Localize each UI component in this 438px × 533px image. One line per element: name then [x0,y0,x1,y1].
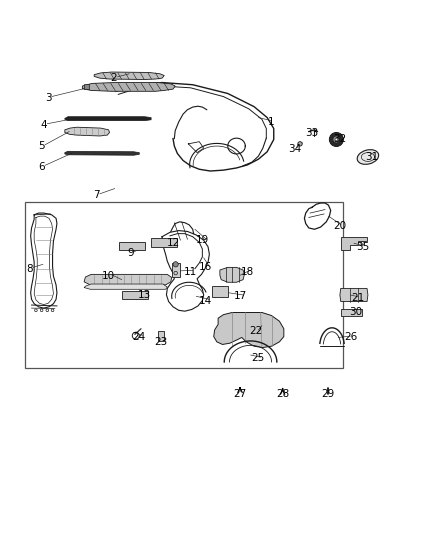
Text: 34: 34 [288,144,301,154]
Text: 12: 12 [166,238,180,248]
Text: 18: 18 [241,266,254,277]
Text: 27: 27 [233,390,247,399]
Text: 25: 25 [251,353,264,364]
Text: 14: 14 [199,296,212,305]
Text: 23: 23 [155,337,168,347]
Text: 16: 16 [199,262,212,272]
Bar [119,242,145,250]
Bar [212,286,228,297]
Text: 7: 7 [93,190,100,200]
Text: 28: 28 [276,390,289,399]
Circle shape [298,142,302,146]
Bar [151,238,177,247]
Ellipse shape [357,150,379,164]
Bar [122,292,148,300]
Text: 1: 1 [268,117,275,127]
Polygon shape [341,237,367,250]
Text: 26: 26 [344,333,357,343]
Text: 20: 20 [333,221,346,231]
Polygon shape [65,151,139,155]
Text: 10: 10 [102,271,115,281]
Text: 30: 30 [349,308,362,318]
Polygon shape [94,72,164,79]
Text: 33: 33 [305,128,318,138]
Polygon shape [65,117,151,120]
Text: 4: 4 [40,120,47,130]
Polygon shape [214,312,284,348]
Text: 31: 31 [365,152,378,162]
Text: 21: 21 [352,293,365,303]
Text: 24: 24 [133,332,146,342]
Text: 19: 19 [196,235,209,245]
Text: 9: 9 [127,248,134,259]
Polygon shape [84,274,172,285]
Bar [172,263,180,278]
Circle shape [333,136,340,143]
Text: 32: 32 [333,134,346,144]
Polygon shape [82,83,175,91]
Text: 5: 5 [38,141,45,151]
Polygon shape [220,268,244,282]
Text: 17: 17 [233,291,247,301]
Bar [158,332,164,341]
Circle shape [335,138,338,141]
Text: 3: 3 [45,93,52,103]
Bar [341,309,362,316]
Polygon shape [340,288,368,302]
Text: 11: 11 [184,266,197,277]
Text: 13: 13 [138,290,151,300]
Text: 6: 6 [38,161,45,172]
Bar [84,84,89,88]
Circle shape [173,262,178,267]
Bar [25,201,343,368]
Polygon shape [65,127,110,136]
Text: 8: 8 [26,264,33,273]
Circle shape [329,133,343,147]
Polygon shape [84,284,167,289]
Text: 2: 2 [110,73,117,83]
Text: 29: 29 [321,390,334,399]
Text: 35: 35 [356,242,369,252]
Text: 22: 22 [250,326,263,336]
